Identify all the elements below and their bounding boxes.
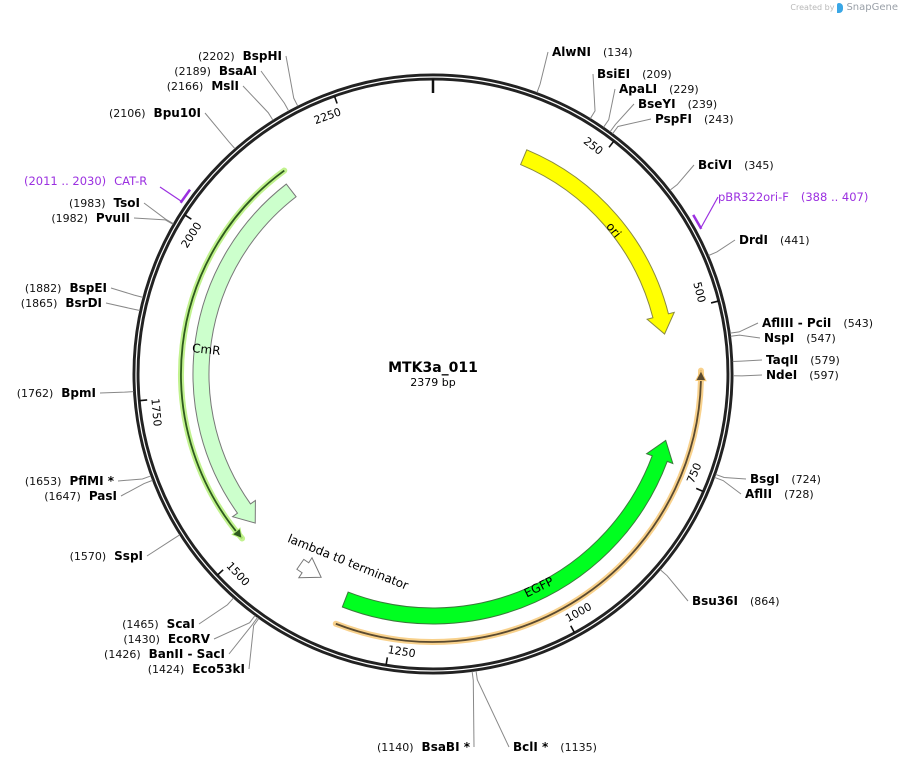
site-PflMI[interactable]: (1653) PflMI *: [25, 474, 152, 488]
tick-label: 1250: [387, 643, 417, 660]
site-label: PspFI (243): [655, 112, 734, 126]
snapgene-logo-icon: [837, 2, 844, 13]
site-label: (1983) TsoI: [69, 196, 140, 210]
site-BsgI[interactable]: BsgI (724): [715, 472, 821, 486]
site-BseYI[interactable]: BseYI (239): [609, 97, 717, 133]
center-title: MTK3a_011 2379 bp: [388, 360, 478, 389]
site-BspEI[interactable]: (1882) BspEI: [25, 281, 144, 298]
plasmid-length: 2379 bp: [410, 376, 455, 389]
site-label: NspI (547): [764, 331, 836, 345]
site-label: AflIII - PciI (543): [762, 316, 873, 330]
site-label: NdeI (597): [766, 368, 839, 382]
site-BpmI[interactable]: (1762) BpmI: [17, 386, 134, 400]
feature-EGFP[interactable]: EGFP: [341, 439, 674, 625]
site-label: (1140) BsaBI *: [377, 740, 471, 754]
site-label: (1982) PvuII: [51, 211, 130, 225]
site-BclI[interactable]: BclI * (1135): [475, 670, 597, 754]
site-label: (1653) PflMI *: [25, 474, 115, 488]
site-ApaLI[interactable]: ApaLI (229): [603, 82, 699, 128]
site-label: ApaLI (229): [619, 82, 699, 96]
site-label: (1430) EcoRV: [123, 632, 210, 646]
site-TaqII[interactable]: TaqII (579): [732, 353, 840, 367]
primer-label: pBR322ori-F (388 .. 407): [718, 190, 868, 204]
primer-pBR322ori-F[interactable]: pBR322ori-F (388 .. 407): [692, 190, 868, 230]
site-SspI[interactable]: (1570) SspI: [70, 534, 181, 563]
feature-lambda-t0-terminator[interactable]: lambda t0 terminator: [286, 531, 411, 592]
site-label: AflII (728): [745, 487, 814, 501]
site-label: BciVI (345): [698, 158, 774, 172]
site-MslI[interactable]: (2166) MslI: [167, 79, 274, 121]
site-BsaAI[interactable]: (2189) BsaAI: [174, 64, 290, 112]
site-BsrDI[interactable]: (1865) BsrDI: [21, 296, 140, 311]
site-AflIII-PciI[interactable]: AflIII - PciI (543): [730, 316, 873, 334]
site-PasI[interactable]: (1647) PasI: [44, 479, 153, 503]
orf-cmr[interactable]: [178, 167, 288, 542]
site-TsoI[interactable]: (1983) TsoI: [69, 196, 174, 225]
site-DrdI[interactable]: DrdI (441): [708, 233, 810, 256]
site-label: (2202) BspHI: [198, 49, 282, 63]
site-label: (1424) Eco53kI: [148, 662, 245, 676]
orf-layer: [178, 167, 707, 645]
site-BsiEI[interactable]: BsiEI (209): [589, 67, 672, 119]
site-BsaBI[interactable]: (1140) BsaBI *: [377, 671, 475, 754]
site-BanII-SacI[interactable]: (1426) BanII - SacI: [104, 617, 258, 661]
site-label: BsgI (724): [750, 472, 821, 486]
site-Bpu10I[interactable]: (2106) Bpu10I: [109, 106, 236, 149]
site-label: (1465) ScaI: [122, 617, 195, 631]
site-BciVI[interactable]: BciVI (345): [669, 158, 774, 191]
site-ScaI[interactable]: (1465) ScaI: [122, 597, 234, 631]
restriction-sites: AlwNI (134) BsiEI (209)ApaLI (229)BseYI (239)…: [17, 45, 873, 754]
site-PspFI[interactable]: PspFI (243): [612, 112, 734, 134]
site-label: (1882) BspEI: [25, 281, 107, 295]
site-NspI[interactable]: NspI (547): [730, 331, 836, 345]
site-label: (1426) BanII - SacI: [104, 647, 225, 661]
site-label: BseYI (239): [638, 97, 717, 111]
site-label: (1762) BpmI: [17, 386, 96, 400]
watermark-brand: SnapGene: [846, 2, 898, 13]
site-EcoRV[interactable]: (1430) EcoRV: [123, 615, 256, 646]
feature-CmR[interactable]: CmR: [191, 183, 297, 524]
tick-label: 500: [690, 280, 708, 304]
site-label: (1570) SspI: [70, 549, 143, 563]
site-BspHI[interactable]: (2202) BspHI: [198, 49, 299, 107]
site-label: (1865) BsrDI: [21, 296, 102, 310]
site-label: (2166) MslI: [167, 79, 239, 93]
plasmid-name: MTK3a_011: [388, 360, 478, 376]
tick-1750: 1750: [139, 398, 164, 427]
backbone-ring: [132, 73, 734, 675]
primer-CAT-R[interactable]: (2011 .. 2030) CAT-R: [24, 174, 192, 204]
tick-label: 1750: [148, 398, 163, 427]
site-PvuII[interactable]: (1982) PvuII: [51, 211, 174, 225]
site-AlwNI[interactable]: AlwNI (134): [536, 45, 633, 93]
tick-1250: 1250: [385, 643, 417, 666]
site-label: (2189) BsaAI: [174, 64, 257, 78]
site-label: AlwNI (134): [552, 45, 633, 59]
site-label: (1647) PasI: [44, 489, 117, 503]
site-label: TaqII (579): [766, 353, 840, 367]
tick-label: 2250: [312, 105, 343, 127]
orf-egfp[interactable]: [332, 367, 707, 645]
site-AflII[interactable]: AflII (728): [714, 476, 814, 501]
site-label: Bsu36I (864): [692, 594, 780, 608]
site-Eco53kI[interactable]: (1424) Eco53kI: [148, 617, 260, 676]
site-label: (2106) Bpu10I: [109, 106, 201, 120]
feature-label: CmR: [191, 341, 221, 358]
site-label: BclI * (1135): [513, 740, 597, 754]
tick-label: 2000: [179, 220, 205, 251]
site-label: DrdI (441): [739, 233, 810, 247]
tick-500: 500: [690, 280, 720, 304]
site-NdeI[interactable]: NdeI (597): [732, 368, 839, 382]
primer-layer: (2011 .. 2030) CAT-R pBR322ori-F (388 .. 40…: [24, 174, 868, 230]
snapgene-watermark: Created by SnapGene: [790, 2, 898, 13]
watermark-prefix: Created by: [790, 3, 835, 12]
site-label: BsiEI (209): [597, 67, 672, 81]
site-Bsu36I[interactable]: Bsu36I (864): [659, 569, 780, 608]
tick-label: 250: [581, 135, 606, 158]
primer-label: (2011 .. 2030) CAT-R: [24, 174, 147, 188]
